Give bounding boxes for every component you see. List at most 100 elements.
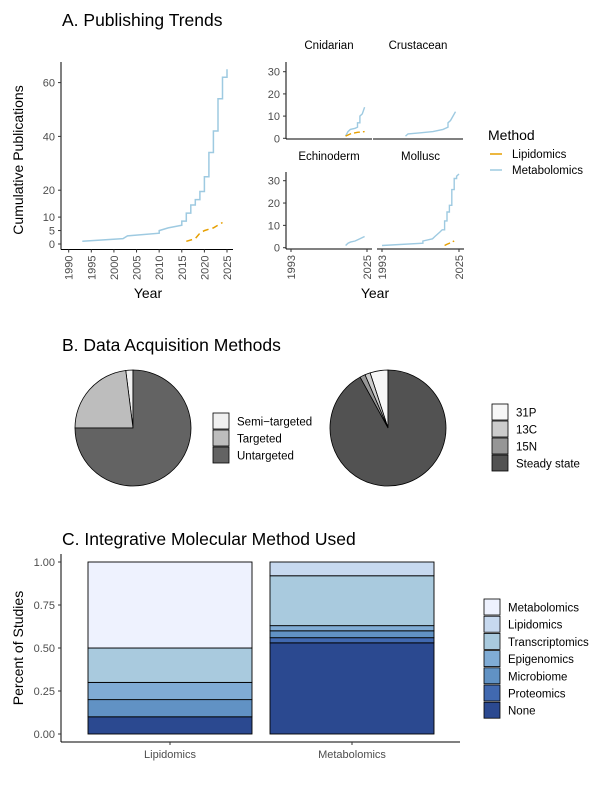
y-tick-label: 0.25 <box>34 686 55 698</box>
pie-acquisition-left <box>74 369 192 487</box>
y-tick-label: 0 <box>274 133 280 145</box>
bar-segment-metabolomics <box>87 561 253 649</box>
facet-crustacean: Crustacean <box>373 40 463 140</box>
bar-segment-microbiome <box>269 630 435 639</box>
y-tick-label: 30 <box>268 176 280 188</box>
x-tick-label: 2020 <box>199 256 211 280</box>
pie-acquisition-right <box>329 369 447 487</box>
legend-label: Untargeted <box>237 451 294 463</box>
x-tick-label: 2005 <box>132 256 144 280</box>
legend-label: 15N <box>516 442 537 454</box>
y-tick-label: 0.50 <box>34 643 55 655</box>
legend-key <box>483 615 501 633</box>
legend-key <box>483 598 501 616</box>
y-tick-label: 0 <box>49 239 55 251</box>
series-line-lipidomics <box>444 240 455 247</box>
y-tick-label: 30 <box>268 67 280 79</box>
legend-label: Semi−targeted <box>237 417 312 429</box>
pie-slice-steady-state <box>329 369 447 487</box>
legend-key <box>483 633 501 650</box>
legend-key <box>491 454 509 472</box>
x-tick-label: 2015 <box>177 256 189 280</box>
bar-segment-epigenomics <box>269 625 435 632</box>
panel-c-stacked-bar-chart: 0.00 0.25 0.50 0.75 1.00 Percent of Studies Li… <box>10 554 589 761</box>
legend-title: Method <box>488 127 535 143</box>
legend-key <box>212 412 230 430</box>
method-legend: Method Lipidomics Metabolomics <box>488 127 583 177</box>
series-line-metabolomics <box>405 111 457 137</box>
legend-key <box>483 684 501 702</box>
y-tick-label: 40 <box>43 131 55 143</box>
bar-segment-proteomics <box>269 637 435 644</box>
x-tick-label: 1990 <box>64 256 76 280</box>
legend-key <box>483 701 501 719</box>
legend-label: Steady state <box>516 459 580 471</box>
legend-key <box>212 429 230 447</box>
panel-b-title: B. Data Acquisition Methods <box>62 335 281 355</box>
legend-label: 13C <box>516 425 537 437</box>
acquisition-legend-right: 31P 13C 15N Steady state <box>491 403 580 472</box>
y-tick-label: 5 <box>49 226 55 238</box>
x-tick-label: 1995 <box>86 256 98 280</box>
legend-key <box>483 667 501 685</box>
legend-key <box>491 403 509 421</box>
x-tick-label: 2025 <box>222 256 234 280</box>
bar-segment-transcriptomics <box>87 647 253 683</box>
series-line-lipidomics <box>186 221 223 243</box>
x-tick-label: 2025 <box>362 255 374 279</box>
panel-a-facet-charts: Cnidarian 0 10 20 30 Crustacean Echinoderm 0 10 2… <box>268 40 466 301</box>
series-line-metabolomics <box>381 173 460 247</box>
series-line-metabolomics <box>344 106 366 137</box>
pie-slice-targeted <box>74 370 134 429</box>
integrative-legend: Metabolomics Lipidomics Transcriptomics Epi… <box>483 598 589 719</box>
facet-mollusc: Mollusc 1993 2025 <box>377 151 466 279</box>
legend-label: Proteomics <box>508 689 566 701</box>
y-tick-label: 0 <box>274 243 280 255</box>
y-axis-title: Cumulative Publications <box>10 85 26 234</box>
legend-key <box>212 446 230 464</box>
legend-label: Metabolomics <box>512 165 583 177</box>
bar-segment-none <box>269 642 435 735</box>
bar-segment-lipidomics <box>269 561 435 577</box>
x-tick-label: 2010 <box>154 256 166 280</box>
x-tick-label: 2000 <box>109 256 121 280</box>
acquisition-legend-left: Semi−targeted Targeted Untargeted <box>212 412 312 464</box>
facet-x-axis-title: Year <box>361 285 390 301</box>
y-tick-label: 1.00 <box>34 557 55 569</box>
legend-label: Metabolomics <box>508 603 579 615</box>
series-line-lipidomics <box>345 130 365 137</box>
facet-strip-label: Echinoderm <box>298 151 359 163</box>
bar-segment-microbiome <box>87 699 253 718</box>
y-tick-label: 0.75 <box>34 600 55 612</box>
legend-label: None <box>508 706 536 718</box>
y-tick-label: 20 <box>268 198 280 210</box>
legend-label: 31P <box>516 408 537 420</box>
panel-a-title: A. Publishing Trends <box>62 10 223 30</box>
legend-label: Microbiome <box>508 671 567 683</box>
bar-segment-epigenomics <box>87 681 253 701</box>
y-tick-label: 20 <box>268 89 280 101</box>
facet-strip-label: Crustacean <box>389 40 448 52</box>
y-tick-label: 10 <box>43 212 55 224</box>
legend-label: Epigenomics <box>508 654 574 666</box>
panel-b-pie-charts: Semi−targeted Targeted Untargeted 31P 13C 15N… <box>74 369 580 487</box>
legend-label: Lipidomics <box>512 149 567 161</box>
facet-strip-label: Mollusc <box>401 151 440 163</box>
x-tick-label: 1993 <box>377 255 389 279</box>
x-tick-label: Lipidomics <box>144 749 196 761</box>
series-line-metabolomics <box>82 69 228 243</box>
bar-metabolomics <box>269 561 435 735</box>
legend-key <box>491 420 509 438</box>
y-tick-label: 10 <box>268 220 280 232</box>
legend-key <box>483 650 501 667</box>
x-tick-label: 2025 <box>454 255 466 279</box>
x-tick-label: 1993 <box>286 255 298 279</box>
series-line-metabolomics <box>345 235 365 247</box>
bar-lipidomics <box>87 561 253 735</box>
facet-cnidarian: Cnidarian 0 10 20 30 <box>268 40 372 145</box>
panel-a-overall-chart: 05 10 20 40 60 1990 1995 2000 2005 2010 2015 2020 20… <box>10 62 234 301</box>
facet-strip-label: Cnidarian <box>304 40 353 52</box>
x-axis-title: Year <box>134 285 163 301</box>
y-tick-label: 0.00 <box>34 729 55 741</box>
